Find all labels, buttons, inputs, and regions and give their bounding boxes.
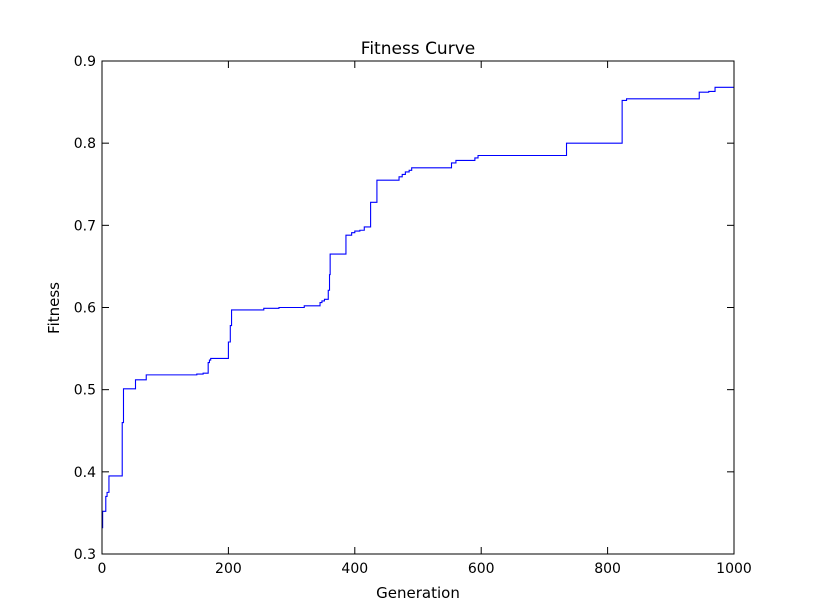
plot-frame	[101, 60, 735, 555]
y-axis-label: Fitness	[45, 282, 63, 334]
y-tick-label: 0.8	[74, 136, 96, 152]
y-tick-label: 0.5	[74, 383, 96, 399]
ticks-layer: 0 200 400 600 800 1000 0.3 0.4 0.5 0.6 0.7 0.8 0.9	[74, 54, 752, 577]
y-tick-label: 0.7	[74, 218, 96, 234]
series-layer	[102, 86, 734, 529]
y-tick-label: 0.4	[74, 465, 96, 481]
x-tick-label: 0	[98, 561, 107, 577]
x-tick-label: 200	[215, 561, 242, 577]
fitness-series-line	[102, 86, 734, 529]
x-tick-label: 400	[341, 561, 368, 577]
x-axis-label: Generation	[376, 584, 460, 602]
x-tick-label: 800	[594, 561, 621, 577]
x-tick-label: 1000	[716, 561, 752, 577]
y-tick-label: 0.3	[74, 547, 96, 563]
chart-title: Fitness Curve	[361, 39, 475, 59]
x-tick-label: 600	[468, 561, 495, 577]
y-tick-label: 0.9	[74, 54, 96, 70]
y-tick-label: 0.6	[74, 301, 96, 317]
